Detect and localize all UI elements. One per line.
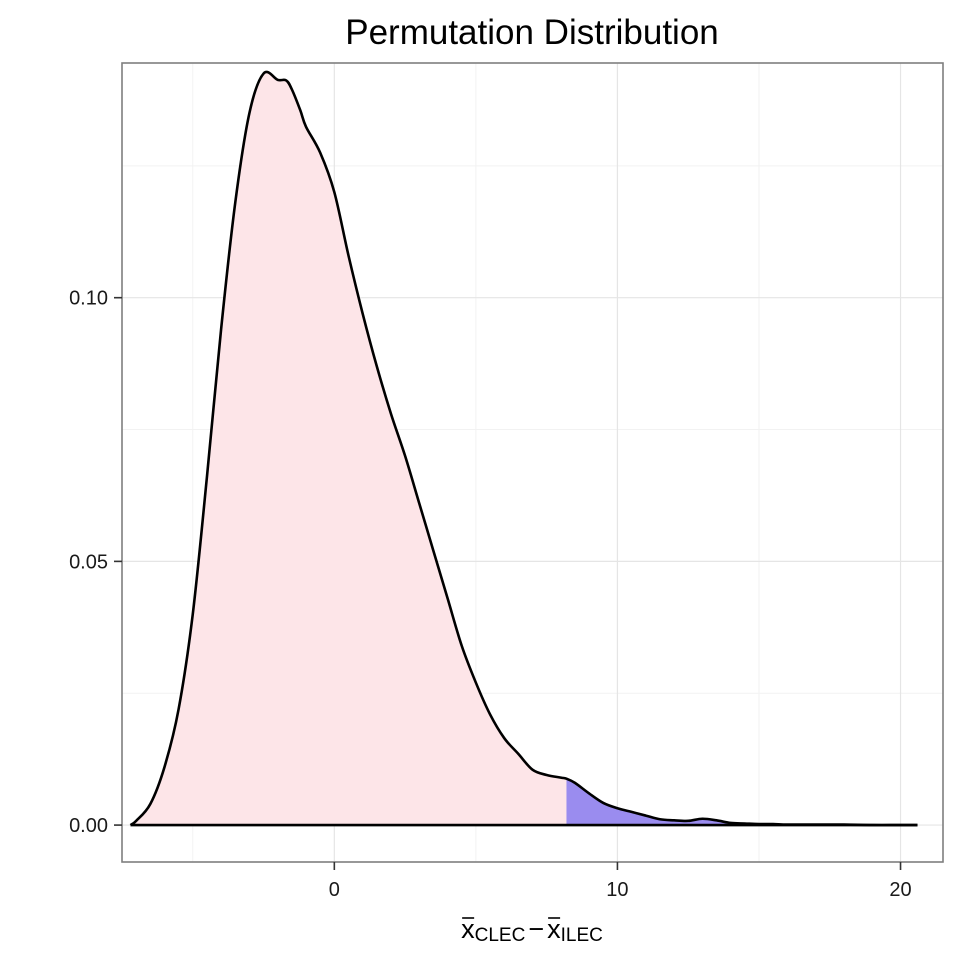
density-area-main <box>130 71 567 826</box>
x-tick-label: 0 <box>329 879 340 901</box>
x-tick-label: 20 <box>889 879 911 901</box>
chart-title: Permutation Distribution <box>345 13 719 52</box>
x-axis-label-minus: − <box>528 914 544 944</box>
x-axis-label-sub2: ILEC <box>561 925 603 946</box>
x-axis-label-var1: x <box>461 914 475 944</box>
x-axis: 0 10 20 <box>329 862 912 901</box>
x-axis-label-var2: x <box>547 914 561 944</box>
y-tick-label: 0.10 <box>69 288 108 310</box>
plot-border <box>121 62 944 863</box>
y-tick-label: 0.00 <box>69 815 108 837</box>
density-area-tail <box>566 778 918 826</box>
x-tick-label: 10 <box>606 879 628 901</box>
x-axis-label: xCLEC − xILEC <box>461 914 603 946</box>
x-axis-label-sub1: CLEC <box>475 925 526 946</box>
y-tick-label: 0.05 <box>69 551 108 573</box>
density-curve <box>129 70 918 827</box>
y-axis: 0.00 0.05 0.10 <box>69 288 122 837</box>
